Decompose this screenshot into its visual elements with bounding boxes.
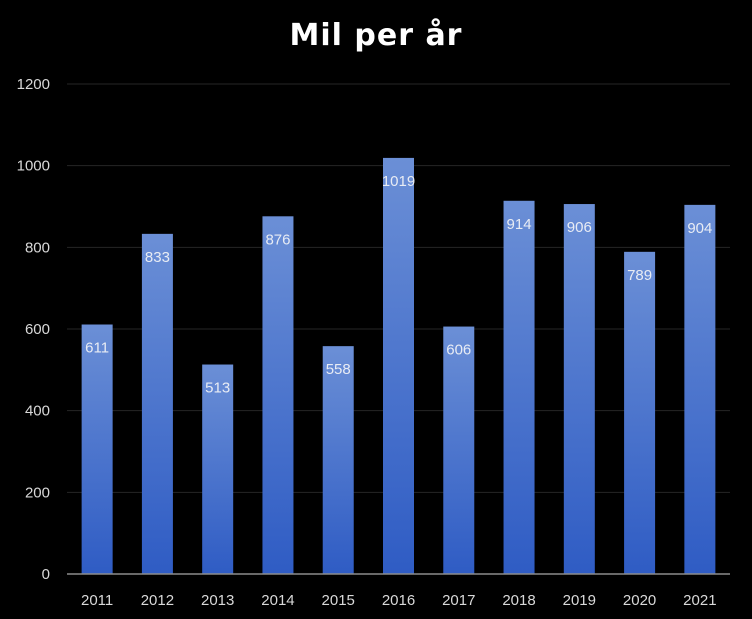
bar [202,364,234,574]
bars [81,157,716,575]
y-tick-label: 1200 [17,76,50,93]
x-tick-label: 2011 [81,592,113,609]
x-tick-label: 2019 [563,592,596,609]
data-label: 914 [507,216,532,233]
y-tick-label: 1000 [17,158,50,175]
y-tick-label: 0 [42,566,50,583]
bar [262,216,294,575]
data-label: 876 [265,231,290,248]
bar [322,346,354,574]
data-label: 513 [205,380,230,397]
bar [503,200,535,575]
x-axis-ticks: 2011 2012 2013 2014 2015 2016 2017 2018 2019 2020… [81,592,717,609]
bar [81,324,113,574]
data-label: 606 [446,342,471,359]
bar [383,157,414,575]
x-tick-label: 2021 [683,592,716,609]
y-tick-label: 600 [25,321,50,338]
y-axis-ticks: 0 200 400 600 800 1000 1200 [17,76,50,583]
y-tick-label: 400 [25,403,50,420]
data-label: 789 [627,267,652,284]
x-tick-label: 2018 [502,592,535,609]
data-label: 558 [326,361,351,378]
x-tick-label: 2013 [201,592,234,609]
bar [563,204,595,575]
bar [141,233,173,574]
data-label: 611 [85,340,109,357]
data-label: 833 [145,249,170,266]
data-label: 904 [687,220,712,237]
y-tick-label: 200 [25,484,50,501]
x-tick-label: 2015 [322,592,355,609]
data-label: 906 [567,219,592,236]
bar [684,204,716,574]
y-tick-label: 800 [25,239,50,256]
x-tick-label: 2014 [261,592,294,609]
x-tick-label: 2016 [382,592,415,609]
data-labels: 611 833 513 876 558 1019 606 914 906 789 904 [85,173,712,397]
bar [624,251,656,574]
chart-title: Mil per år [289,18,463,53]
x-tick-label: 2012 [141,592,174,609]
x-tick-label: 2017 [442,592,475,609]
bar [443,326,475,574]
data-label: 1019 [382,173,415,190]
x-tick-label: 2020 [623,592,656,609]
